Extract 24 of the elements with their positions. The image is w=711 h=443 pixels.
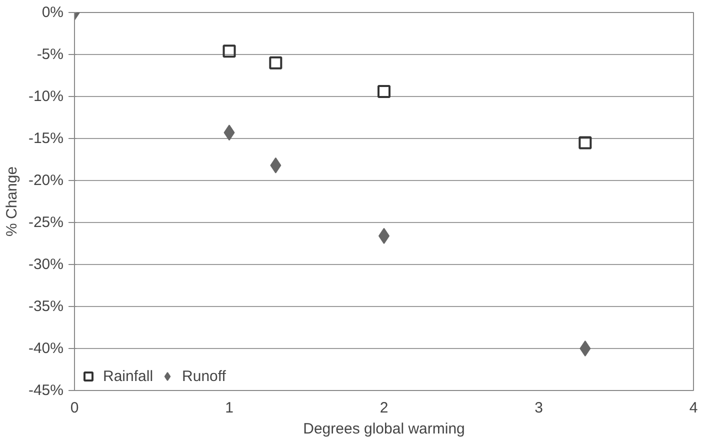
- legend-label: Rainfall: [103, 368, 154, 384]
- point: [222, 44, 236, 58]
- legend-label: Runoff: [182, 368, 226, 384]
- point: [578, 136, 592, 150]
- x-tick-label: 0: [70, 400, 79, 416]
- x-tick-label: 1: [225, 400, 234, 416]
- y-tick-label: -5%: [36, 46, 64, 63]
- x-tick-label: 3: [534, 400, 543, 416]
- point: [580, 340, 591, 356]
- y-axis-title: % Change: [3, 166, 20, 237]
- y-tick-label: -25%: [28, 214, 64, 231]
- y-tick-label: 0%: [42, 4, 64, 21]
- y-tick-label: -45%: [28, 382, 64, 399]
- y-tick-label: -15%: [28, 130, 64, 147]
- y-tick-label: -30%: [28, 256, 64, 273]
- y-tick-label: -10%: [28, 88, 64, 105]
- point: [269, 56, 282, 70]
- point: [378, 84, 390, 98]
- y-tick-label: -20%: [28, 172, 64, 189]
- x-axis-title: Degrees global warming: [303, 420, 465, 438]
- x-tick-label: 2: [380, 400, 388, 416]
- x-tick-label: 4: [689, 400, 698, 416]
- y-tick-label: -35%: [28, 298, 64, 315]
- y-tick-label: -40%: [28, 340, 64, 357]
